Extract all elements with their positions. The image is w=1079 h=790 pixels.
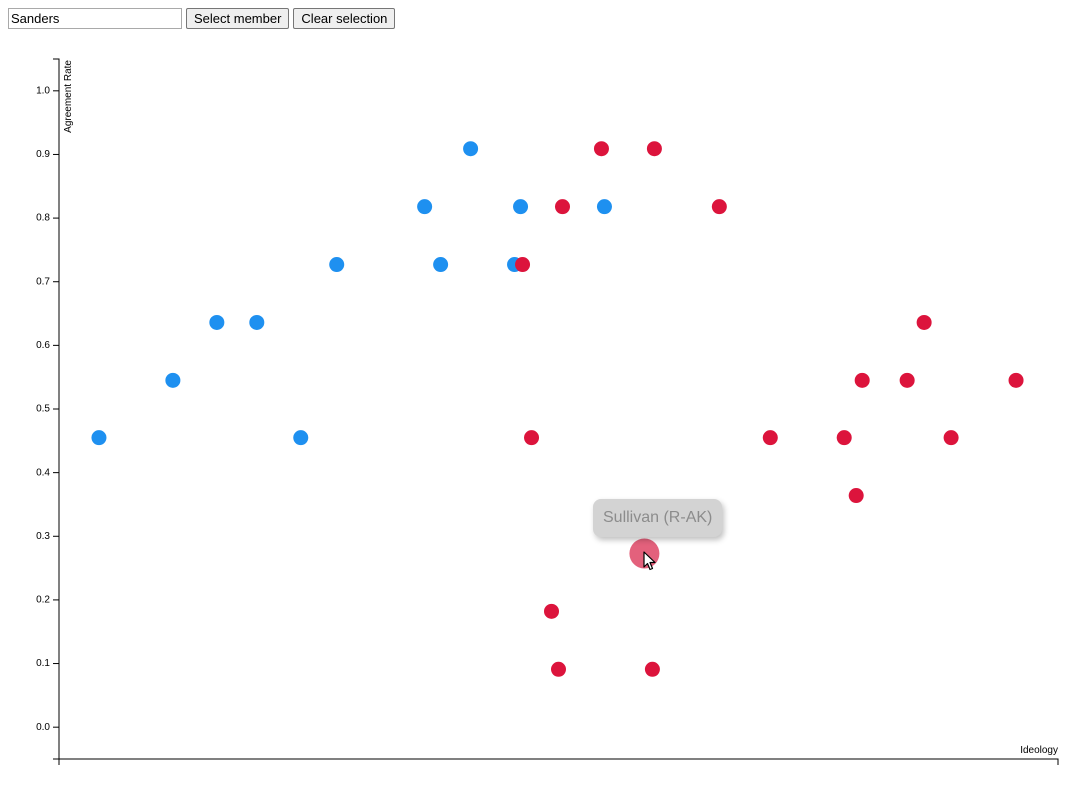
y-tick-label: 0.6	[36, 340, 50, 351]
member-search-input[interactable]	[8, 8, 182, 29]
democrat-point	[463, 141, 479, 157]
y-tick-label: 0.1	[36, 658, 50, 669]
democrat-point	[293, 430, 309, 446]
y-tick-label: 0.9	[36, 149, 50, 160]
y-axis-title: Agreement Rate	[63, 60, 74, 133]
republican-point	[1008, 372, 1024, 388]
republican-point	[544, 603, 560, 619]
chart-marks	[91, 141, 1024, 677]
democrat-point	[91, 430, 107, 446]
republican-point	[515, 257, 531, 273]
y-tick-label: 0.5	[36, 404, 50, 415]
member-tooltip: Sullivan (R-AK)	[593, 499, 723, 537]
democrat-point	[165, 372, 181, 388]
republican-point	[711, 199, 727, 215]
democrat-point	[417, 199, 433, 215]
democrat-point	[433, 257, 449, 273]
republican-point	[848, 488, 864, 504]
republican-point	[593, 141, 609, 157]
democrat-point	[209, 314, 225, 330]
chart-axes: 0.0 0.1 0.2 0.3 0.4 0.5 0.6 0.7 0.8 0.9 1.0	[36, 58, 1059, 765]
republican-point	[854, 372, 870, 388]
republican-point	[524, 430, 540, 446]
republican-point	[943, 430, 959, 446]
y-tick-label: 0.2	[36, 595, 50, 606]
x-axis-title: Ideology	[1020, 745, 1058, 756]
member-toolbar: Select member Clear selection	[8, 8, 396, 29]
democrat-point	[513, 199, 529, 215]
republican-point	[551, 661, 566, 677]
republican-point	[644, 661, 660, 677]
y-tick-label: 1.0	[36, 85, 50, 96]
republican-point	[899, 372, 915, 388]
republican-point	[916, 314, 932, 330]
y-tick-label: 0.3	[36, 531, 50, 542]
y-tick-label: 0.7	[36, 276, 50, 287]
y-tick-label: 0.0	[36, 722, 50, 733]
select-member-button[interactable]: Select member	[186, 8, 290, 29]
y-tick-label: 0.4	[36, 467, 50, 478]
y-tick-label: 0.8	[36, 213, 50, 224]
clear-selection-button[interactable]: Clear selection	[293, 8, 396, 29]
democrat-point	[249, 314, 265, 330]
mouse-pointer-icon	[643, 551, 656, 571]
x-axis-line	[58, 758, 1059, 765]
republican-point	[646, 141, 662, 157]
democrat-point	[329, 257, 345, 273]
republican-point	[762, 430, 778, 446]
republican-point	[836, 430, 852, 446]
republican-point	[554, 199, 570, 215]
democrat-point	[596, 199, 612, 215]
